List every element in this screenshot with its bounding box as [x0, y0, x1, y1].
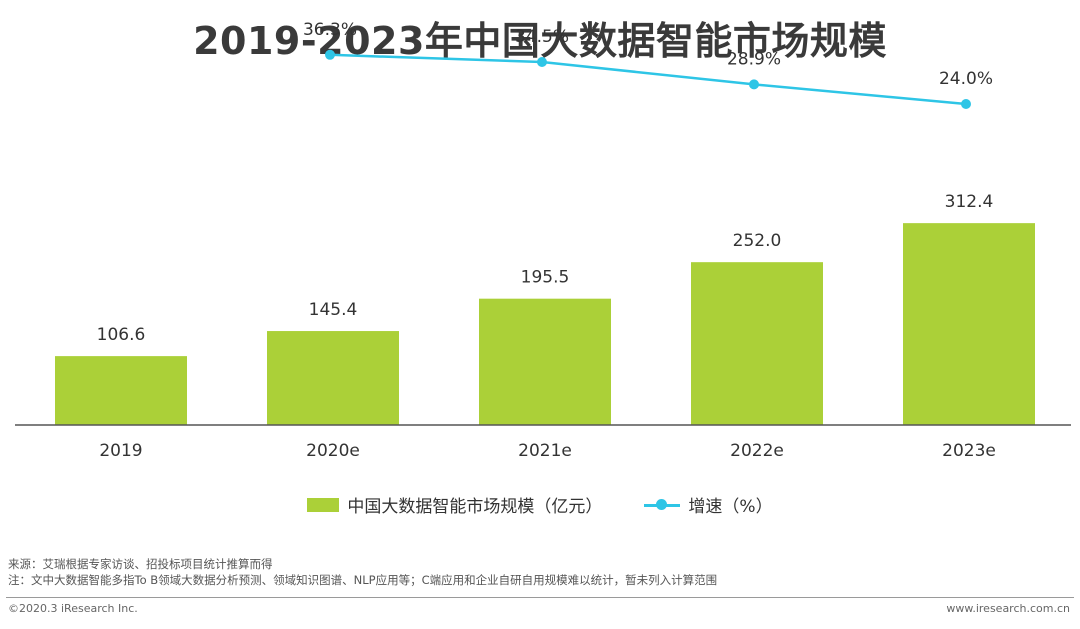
x-tick-2020e: 2020e	[306, 441, 360, 461]
bar-2023e	[903, 223, 1035, 425]
bar-label-2022e: 252.0	[733, 231, 782, 251]
footer-divider	[6, 597, 1074, 598]
bar-2019	[55, 356, 187, 425]
footnote: 注：文中大数据智能多指To B领域大数据分析预测、领域知识图谱、NLP应用等；C…	[8, 573, 718, 587]
bar-2022e	[691, 262, 823, 425]
bar-label-2021e: 195.5	[521, 268, 570, 288]
growth-label-2020e: 36.3%	[303, 20, 357, 40]
copyright-text: ©2020.3 iResearch Inc.	[8, 602, 138, 615]
legend-line-label: 增速（%）	[688, 497, 773, 517]
legend-bar-label: 中国大数据智能市场规模（亿元）	[347, 497, 603, 517]
source-note: 来源：艾瑞根据专家访谈、招投标项目统计推算而得	[8, 557, 273, 571]
x-tick-2023e: 2023e	[942, 441, 996, 461]
bar-label-2020e: 145.4	[309, 300, 358, 320]
legend-line-swatch	[644, 498, 681, 512]
growth-point-2021e	[537, 57, 547, 67]
growth-label-2022e: 28.9%	[727, 49, 781, 69]
chart-legend: 中国大数据智能市场规模（亿元） 增速（%）	[0, 492, 1080, 517]
growth-point-2020e	[325, 49, 335, 60]
growth-label-2023e: 24.0%	[939, 69, 993, 89]
legend-item-market-size: 中国大数据智能市场规模（亿元）	[307, 492, 602, 517]
bar-label-2023e: 312.4	[945, 192, 994, 212]
growth-line	[329, 53, 967, 106]
website-link[interactable]: www.iresearch.com.cn	[946, 602, 1070, 615]
chart-notes: 来源：艾瑞根据专家访谈、招投标项目统计推算而得 注：文中大数据智能多指To B领…	[8, 556, 717, 588]
x-tick-2019: 2019	[99, 441, 142, 461]
chart-area: 106.6 2019 145.4 2020e 195.5 2021e 252.0 2022e 3…	[15, 20, 1071, 461]
bar-2020e	[267, 331, 399, 425]
bar-label-2019: 106.6	[97, 325, 146, 345]
growth-point-2022e	[749, 79, 759, 90]
growth-point-2023e	[961, 99, 971, 109]
legend-item-growth: 增速（%）	[644, 492, 773, 517]
bar-2021e	[479, 298, 611, 425]
x-tick-2022e: 2022e	[730, 441, 784, 461]
growth-label-2021e: 34.5%	[515, 27, 569, 47]
chart-title: 2019-2023年中国大数据智能市场规模	[193, 19, 887, 63]
legend-bar-swatch	[307, 497, 340, 512]
x-tick-2021e: 2021e	[518, 441, 572, 461]
